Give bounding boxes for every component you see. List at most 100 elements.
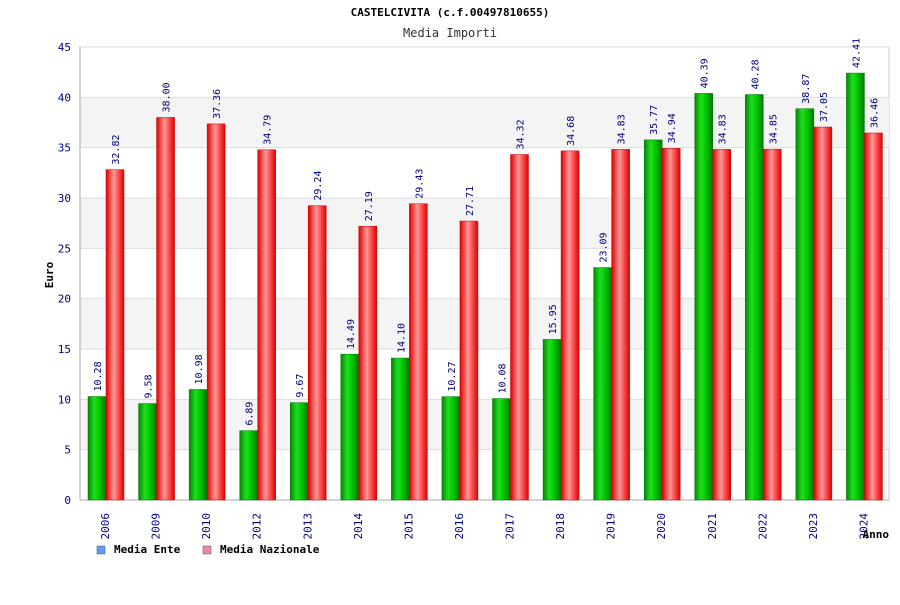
bar-media-ente bbox=[87, 396, 107, 501]
chart-title: CASTELCIVITA (c.f.00497810655) bbox=[351, 6, 550, 19]
bar-media-ente bbox=[593, 267, 612, 501]
bar-value-labels: 10.28 32.82 9.58 38.00 10.98 37.36 6.89 34.79 9.… bbox=[93, 38, 880, 426]
bar-media-nazionale bbox=[206, 123, 226, 501]
bar-media-nazionale bbox=[510, 154, 529, 501]
x-tick-label: 2015 bbox=[402, 513, 415, 540]
y-tick-label: 5 bbox=[64, 444, 71, 457]
x-tick-label: 2020 bbox=[655, 513, 668, 540]
y-tick-label: 40 bbox=[58, 91, 71, 104]
legend-label-nazionale: Media Nazionale bbox=[220, 543, 320, 556]
bar-value-label: 34.94 bbox=[667, 113, 678, 143]
bar-media-nazionale bbox=[712, 149, 731, 501]
x-tick-label: 2017 bbox=[504, 513, 517, 540]
x-tick-label: 2012 bbox=[251, 513, 264, 540]
legend: Media Ente Media Nazionale bbox=[96, 543, 320, 556]
bar-value-label: 38.87 bbox=[801, 74, 812, 104]
x-tick-label: 2019 bbox=[605, 513, 618, 540]
bar-value-label: 34.32 bbox=[516, 119, 527, 149]
bar-media-nazionale bbox=[661, 148, 681, 501]
x-tick-label: 2013 bbox=[301, 513, 314, 540]
bar-media-nazionale bbox=[358, 226, 378, 501]
bar-media-nazionale bbox=[864, 132, 883, 501]
bar-value-label: 34.83 bbox=[617, 114, 628, 144]
bar-media-ente bbox=[138, 403, 157, 501]
bar-value-label: 10.27 bbox=[447, 362, 458, 392]
bar-media-nazionale bbox=[763, 148, 782, 501]
bar-value-label: 23.09 bbox=[599, 232, 610, 262]
bar-value-label: 10.08 bbox=[498, 363, 509, 393]
bar-value-label: 36.46 bbox=[869, 98, 880, 128]
bar-media-ente bbox=[846, 72, 865, 501]
bar-value-label: 10.28 bbox=[93, 361, 104, 391]
y-tick-label: 35 bbox=[58, 142, 71, 155]
bar-value-label: 34.83 bbox=[718, 114, 729, 144]
chart-subtitle: Media Importi bbox=[403, 26, 497, 40]
bar-media-ente bbox=[795, 108, 815, 501]
bar-value-label: 27.71 bbox=[465, 186, 476, 216]
bar-value-label: 32.82 bbox=[111, 135, 122, 165]
x-tick-label: 2010 bbox=[200, 513, 213, 540]
bar-value-label: 34.68 bbox=[566, 116, 577, 146]
y-tick-label: 20 bbox=[58, 293, 71, 306]
bar-media-nazionale bbox=[813, 126, 833, 501]
bar-value-label: 14.10 bbox=[396, 323, 407, 353]
bar-value-label: 35.77 bbox=[649, 105, 660, 135]
bar-media-nazionale bbox=[459, 220, 479, 501]
x-tick-label: 2014 bbox=[352, 513, 365, 540]
bar-value-label: 14.49 bbox=[346, 319, 357, 349]
legend-swatch-nazionale bbox=[202, 545, 212, 555]
bar-value-label: 34.85 bbox=[768, 114, 779, 144]
bar-value-label: 6.89 bbox=[245, 402, 256, 426]
x-tick-label: 2018 bbox=[554, 513, 567, 540]
bar-media-nazionale bbox=[156, 117, 175, 501]
bar-value-label: 34.79 bbox=[263, 115, 274, 145]
bar-media-ente bbox=[441, 396, 461, 501]
bar-media-ente bbox=[542, 339, 562, 501]
bar-media-ente bbox=[340, 353, 360, 501]
bar-media-ente bbox=[694, 93, 713, 501]
bar-value-label: 40.28 bbox=[750, 59, 761, 89]
bar-media-ente bbox=[745, 94, 764, 501]
bar-media-nazionale bbox=[105, 169, 125, 501]
bar-media-ente bbox=[290, 402, 309, 501]
bar-value-label: 40.39 bbox=[700, 58, 711, 88]
bar-media-ente bbox=[239, 430, 258, 501]
y-tick-label: 0 bbox=[64, 494, 71, 507]
bar-media-nazionale bbox=[257, 149, 276, 501]
bar-value-label: 15.95 bbox=[548, 304, 559, 334]
x-tick-label: 2021 bbox=[706, 513, 719, 540]
bar-value-label: 42.41 bbox=[851, 38, 862, 68]
y-axis-label: Euro bbox=[43, 261, 56, 288]
bar-media-ente bbox=[643, 139, 663, 501]
bar-value-label: 38.00 bbox=[162, 82, 173, 112]
x-tick-label: 2023 bbox=[807, 513, 820, 540]
y-tick-label: 25 bbox=[58, 242, 71, 255]
bar-media-ente bbox=[492, 398, 511, 501]
bars bbox=[87, 72, 883, 501]
y-axis-ticks: 0 5 10 15 20 25 30 35 40 45 bbox=[58, 41, 71, 507]
bar-media-nazionale bbox=[611, 149, 630, 501]
bar-value-label: 29.43 bbox=[414, 169, 425, 199]
bar-media-nazionale bbox=[409, 203, 428, 501]
bar-value-label: 37.36 bbox=[212, 89, 223, 119]
bar-media-ente bbox=[391, 357, 410, 501]
legend-label-ente: Media Ente bbox=[114, 543, 181, 556]
x-tick-label: 2009 bbox=[150, 513, 163, 540]
x-tick-label: 2006 bbox=[99, 513, 112, 540]
x-tick-label: 2022 bbox=[756, 513, 769, 540]
y-tick-label: 45 bbox=[58, 41, 71, 54]
bar-value-label: 37.05 bbox=[819, 92, 830, 122]
bar-media-ente bbox=[188, 389, 208, 501]
bar-value-label: 29.24 bbox=[313, 171, 324, 201]
x-tick-label: 2016 bbox=[453, 513, 466, 540]
y-tick-label: 15 bbox=[58, 343, 71, 356]
y-tick-label: 10 bbox=[58, 393, 71, 406]
bar-value-label: 9.67 bbox=[295, 374, 306, 398]
x-axis-label: Anno bbox=[863, 528, 890, 541]
x-tick-label: 2024 bbox=[857, 513, 870, 540]
x-axis-ticks: 2006 2009 2010 2012 2013 2014 2015 2016 2017 2018… bbox=[99, 513, 870, 540]
bar-value-label: 9.58 bbox=[144, 374, 155, 398]
bar-media-nazionale bbox=[308, 205, 327, 501]
